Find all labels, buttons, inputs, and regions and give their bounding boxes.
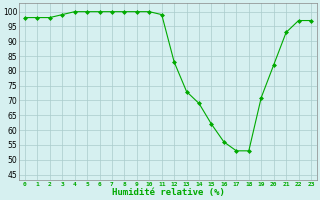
X-axis label: Humidité relative (%): Humidité relative (%): [111, 188, 224, 197]
